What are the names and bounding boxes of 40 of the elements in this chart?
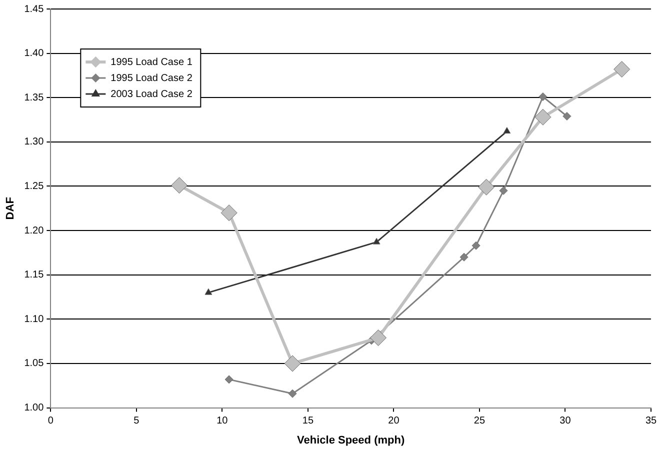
legend-label: 2003 Load Case 2 <box>110 88 193 100</box>
legend-label: 1995 Load Case 1 <box>110 56 193 68</box>
point <box>503 127 511 134</box>
y-tick-label: 1.40 <box>24 48 44 60</box>
y-tick-label: 1.45 <box>24 4 44 15</box>
point <box>562 112 572 120</box>
point <box>171 177 188 194</box>
point <box>370 330 387 346</box>
point <box>220 204 238 222</box>
y-tick-label: 1.35 <box>24 92 44 104</box>
x-tick-label: 10 <box>216 416 228 427</box>
x-tick-label: 15 <box>302 416 314 427</box>
x-tick-label: 0 <box>48 416 54 427</box>
y-tick-label: 1.00 <box>24 402 44 414</box>
point <box>460 252 468 262</box>
x-tick-label: 20 <box>388 416 400 427</box>
y-tick-label: 1.15 <box>24 270 44 281</box>
y-tick-label: 1.05 <box>24 358 44 370</box>
point <box>614 61 630 78</box>
point <box>224 375 234 384</box>
point <box>288 389 297 398</box>
point <box>372 238 380 244</box>
point <box>534 108 552 126</box>
y-tick-label: 1.20 <box>24 225 44 236</box>
y-tick-label: 1.25 <box>24 180 44 192</box>
y-axis-title: DAF <box>4 196 17 220</box>
x-axis-title: Vehicle Speed (mph) <box>297 434 405 446</box>
point <box>472 241 480 250</box>
point <box>204 288 212 295</box>
x-tick-label: 35 <box>645 416 657 427</box>
x-tick-label: 5 <box>134 416 140 427</box>
point <box>538 92 548 101</box>
point <box>478 178 495 196</box>
x-tick-label: 25 <box>474 416 486 427</box>
x-tick-label: 30 <box>560 416 572 427</box>
y-tick-label: 1.30 <box>24 136 44 148</box>
point <box>284 355 301 372</box>
point <box>499 186 508 195</box>
y-tick-label: 1.10 <box>24 314 44 325</box>
legend-label: 1995 Load Case 2 <box>110 72 193 84</box>
